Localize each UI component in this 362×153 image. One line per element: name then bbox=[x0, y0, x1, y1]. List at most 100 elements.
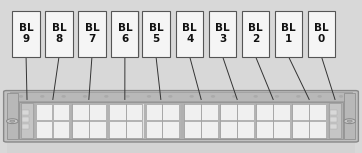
Text: BL
3: BL 3 bbox=[215, 23, 230, 45]
Bar bbox=[309, 121, 326, 138]
Bar bbox=[220, 104, 237, 121]
Bar bbox=[109, 121, 126, 138]
Circle shape bbox=[105, 96, 108, 97]
Circle shape bbox=[233, 96, 236, 97]
Bar bbox=[201, 121, 218, 138]
Bar bbox=[36, 121, 52, 138]
Bar bbox=[7, 93, 18, 139]
Circle shape bbox=[148, 96, 151, 97]
Bar bbox=[143, 11, 169, 57]
Circle shape bbox=[84, 96, 87, 97]
Bar bbox=[14, 11, 41, 57]
Bar bbox=[22, 117, 29, 122]
Bar bbox=[145, 103, 180, 138]
Circle shape bbox=[7, 119, 18, 124]
Circle shape bbox=[62, 96, 65, 97]
Bar bbox=[109, 104, 126, 121]
Bar bbox=[126, 121, 143, 138]
Circle shape bbox=[10, 120, 15, 122]
Bar bbox=[72, 104, 89, 121]
Bar bbox=[329, 103, 341, 138]
Text: BL
6: BL 6 bbox=[118, 23, 132, 45]
Bar bbox=[146, 104, 162, 121]
Bar bbox=[53, 121, 70, 138]
Circle shape bbox=[169, 96, 172, 97]
Bar bbox=[276, 11, 303, 57]
Bar bbox=[184, 121, 201, 138]
Bar bbox=[291, 103, 327, 138]
Circle shape bbox=[20, 96, 22, 97]
Bar bbox=[163, 121, 179, 138]
Bar bbox=[237, 104, 254, 121]
Bar bbox=[184, 104, 201, 121]
Bar bbox=[292, 104, 309, 121]
Circle shape bbox=[126, 96, 129, 97]
Bar bbox=[273, 121, 290, 138]
Bar bbox=[126, 104, 143, 121]
Bar bbox=[10, 92, 352, 101]
Bar bbox=[237, 121, 254, 138]
Bar bbox=[35, 103, 71, 138]
Text: BL
4: BL 4 bbox=[182, 23, 197, 45]
FancyBboxPatch shape bbox=[4, 91, 358, 142]
Bar bbox=[112, 11, 139, 57]
Bar bbox=[275, 11, 302, 57]
Bar bbox=[331, 110, 337, 115]
Bar bbox=[344, 93, 355, 139]
Bar bbox=[53, 104, 70, 121]
Bar bbox=[201, 104, 218, 121]
Circle shape bbox=[344, 119, 355, 124]
Bar bbox=[209, 11, 236, 57]
Bar bbox=[22, 110, 29, 115]
Bar bbox=[184, 103, 219, 138]
Bar bbox=[256, 104, 273, 121]
Bar bbox=[21, 103, 33, 138]
Bar bbox=[146, 121, 162, 138]
Text: BL
8: BL 8 bbox=[52, 23, 66, 45]
Bar bbox=[309, 104, 326, 121]
Bar bbox=[7, 142, 355, 147]
Bar bbox=[308, 11, 335, 57]
Bar bbox=[292, 121, 309, 138]
Bar bbox=[176, 11, 203, 57]
Bar bbox=[143, 11, 171, 57]
Text: BL
2: BL 2 bbox=[248, 23, 263, 45]
Bar bbox=[46, 11, 72, 57]
Bar bbox=[256, 121, 273, 138]
Text: BL
7: BL 7 bbox=[85, 23, 99, 45]
Bar bbox=[273, 104, 290, 121]
Bar bbox=[220, 121, 237, 138]
Bar bbox=[331, 117, 337, 122]
Bar bbox=[7, 147, 355, 153]
Bar bbox=[72, 103, 107, 138]
Bar bbox=[46, 11, 74, 57]
Bar bbox=[12, 11, 39, 57]
Bar bbox=[78, 11, 106, 57]
Bar bbox=[256, 103, 291, 138]
Bar bbox=[242, 11, 269, 57]
Text: BL
9: BL 9 bbox=[19, 23, 33, 45]
Bar bbox=[163, 104, 179, 121]
Circle shape bbox=[211, 96, 214, 97]
Bar bbox=[89, 121, 106, 138]
Bar bbox=[7, 137, 355, 153]
Bar bbox=[210, 11, 237, 57]
Circle shape bbox=[318, 96, 321, 97]
Bar bbox=[19, 102, 343, 139]
Circle shape bbox=[340, 96, 342, 97]
Text: BL
1: BL 1 bbox=[281, 23, 296, 45]
Circle shape bbox=[275, 96, 278, 97]
Text: BL
5: BL 5 bbox=[149, 23, 163, 45]
Circle shape bbox=[297, 96, 300, 97]
Circle shape bbox=[254, 96, 257, 97]
Text: BL
0: BL 0 bbox=[314, 23, 329, 45]
Bar bbox=[72, 121, 89, 138]
Circle shape bbox=[190, 96, 193, 97]
Bar bbox=[22, 124, 29, 129]
Bar bbox=[7, 137, 355, 142]
Bar bbox=[309, 11, 336, 57]
Bar bbox=[243, 11, 270, 57]
Bar bbox=[219, 103, 255, 138]
Bar bbox=[36, 104, 52, 121]
Circle shape bbox=[41, 96, 44, 97]
